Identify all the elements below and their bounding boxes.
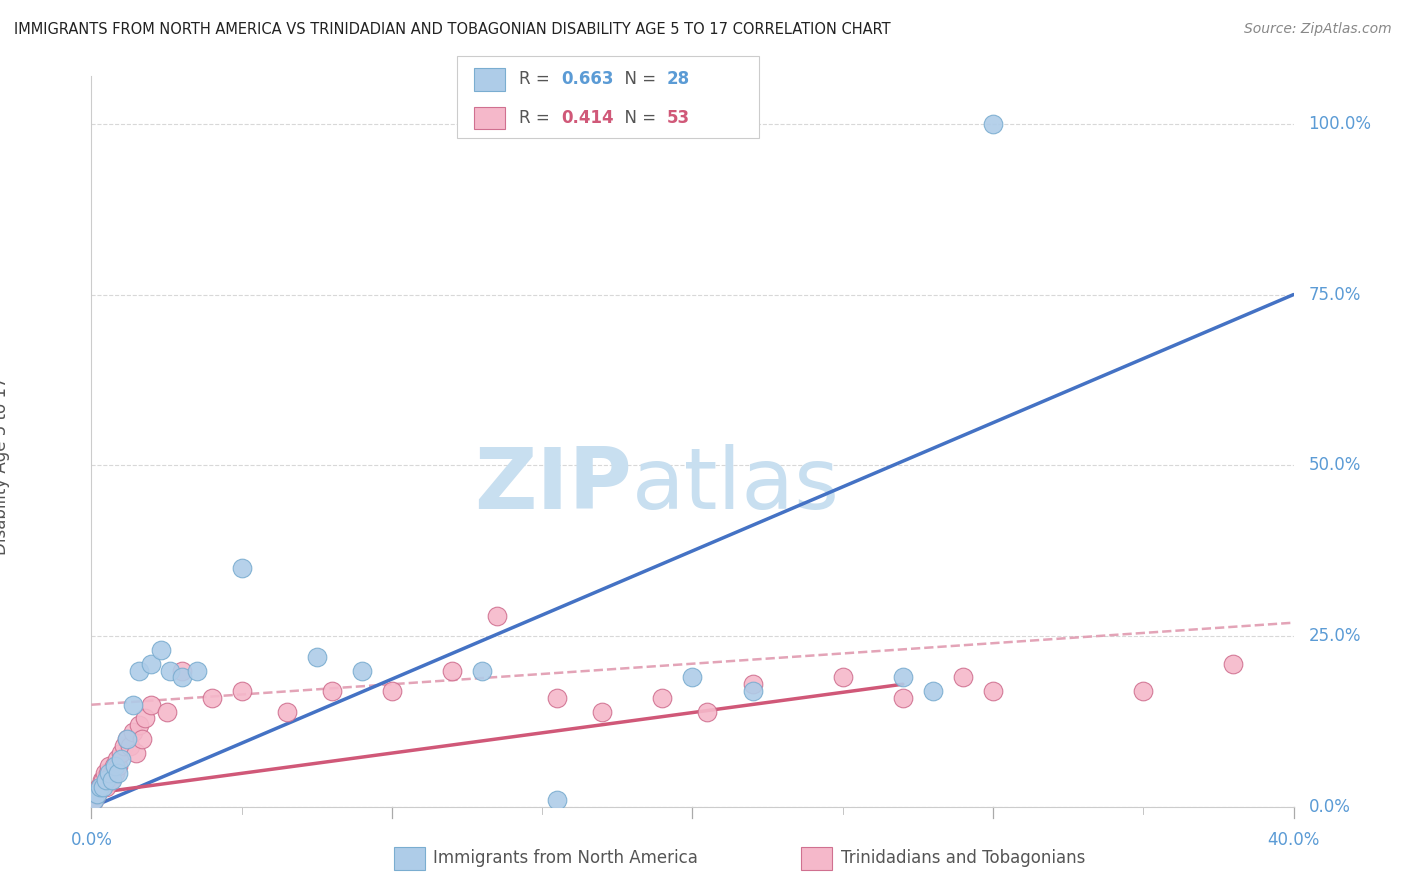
Point [89,780,111,794]
Point [107,766,129,780]
Point [110,752,132,766]
Point [93,772,115,787]
Text: Disability Age 5 to 17: Disability Age 5 to 17 [0,376,10,555]
Point [922,684,945,698]
Text: N =: N = [614,70,662,88]
Text: 100.0%: 100.0% [1309,115,1371,133]
Point [651,690,673,705]
Point [83,793,105,807]
Point [891,690,914,705]
Point [696,705,718,719]
Point [981,684,1004,698]
Point [231,684,253,698]
Point [546,793,568,807]
Point [101,772,124,787]
Point [128,718,150,732]
Point [155,705,177,719]
Point [89,780,111,794]
Text: 0.663: 0.663 [561,70,613,88]
Text: 50.0%: 50.0% [1309,457,1361,475]
Text: 0.0%: 0.0% [1309,798,1350,816]
Point [98,766,121,780]
Point [134,711,156,725]
Point [486,608,509,623]
Point [100,772,122,787]
Point [104,766,127,780]
Point [96,780,118,794]
Point [741,677,763,691]
Point [117,731,139,746]
Point [128,664,150,678]
Point [117,731,139,746]
Point [231,561,253,575]
Point [83,793,105,807]
Text: 0.0%: 0.0% [70,831,112,849]
Text: N =: N = [614,109,662,127]
Text: ZIP: ZIP [475,444,633,527]
Text: 28: 28 [666,70,689,88]
Point [741,684,763,698]
Point [186,664,208,678]
Point [107,759,129,773]
Point [305,649,328,664]
Point [114,739,136,753]
Point [276,705,298,719]
Text: R =: R = [519,109,555,127]
Text: 53: 53 [666,109,689,127]
Point [141,657,163,671]
Point [159,664,181,678]
Text: IMMIGRANTS FROM NORTH AMERICA VS TRINIDADIAN AND TOBAGONIAN DISABILITY AGE 5 TO : IMMIGRANTS FROM NORTH AMERICA VS TRINIDA… [14,22,890,37]
Point [141,698,163,712]
Point [120,739,142,753]
Point [96,772,118,787]
Point [125,746,148,760]
Text: 25.0%: 25.0% [1309,627,1361,646]
Point [1222,657,1244,671]
Point [471,664,494,678]
Point [891,670,914,684]
Point [981,117,1004,131]
Text: atlas: atlas [633,444,841,527]
Text: 0.414: 0.414 [561,109,613,127]
Point [441,664,464,678]
Point [87,780,110,794]
Point [86,787,108,801]
Point [131,731,153,746]
Point [93,780,115,794]
Point [104,759,127,773]
Point [381,684,404,698]
Point [103,759,125,773]
Point [350,664,373,678]
Point [1132,684,1154,698]
Point [105,752,128,766]
Point [321,684,343,698]
Text: 75.0%: 75.0% [1309,285,1361,303]
Point [201,690,224,705]
Point [170,664,193,678]
Text: 40.0%: 40.0% [1267,831,1320,849]
Point [94,766,117,780]
Point [97,766,120,780]
Point [681,670,703,684]
Point [149,643,172,657]
Point [122,725,145,739]
Point [86,787,108,801]
Point [122,698,145,712]
Point [170,670,193,684]
Point [110,746,132,760]
Point [591,705,613,719]
Text: R =: R = [519,70,555,88]
Point [831,670,853,684]
Point [952,670,974,684]
Point [84,787,107,801]
Point [98,759,121,773]
Point [90,772,112,787]
Text: Trinidadians and Tobagonians: Trinidadians and Tobagonians [841,849,1085,867]
Text: Source: ZipAtlas.com: Source: ZipAtlas.com [1244,22,1392,37]
Text: Immigrants from North America: Immigrants from North America [433,849,697,867]
Point [101,766,124,780]
Point [546,690,568,705]
